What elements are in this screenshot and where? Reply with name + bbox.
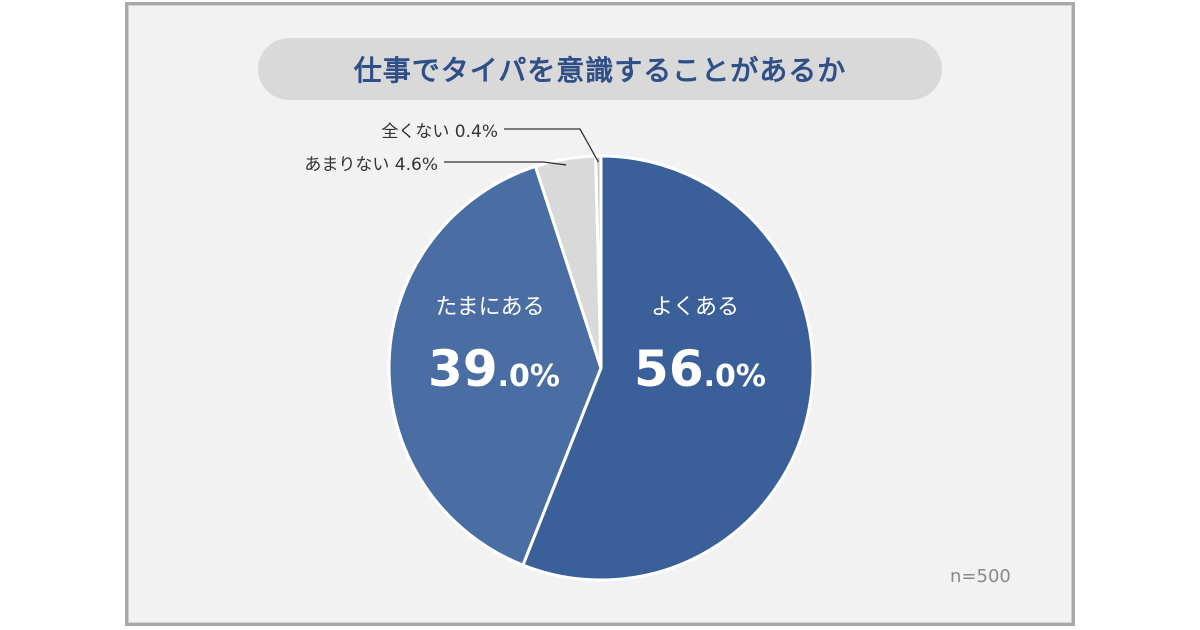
sample-size-note: n=500	[950, 566, 1011, 587]
slice-value-sometimes: 39.0%	[428, 340, 560, 398]
pie-slice-often	[521, 154, 815, 582]
slice-label-often: よくある	[651, 295, 739, 320]
slice-label-sometimes: たまにある	[435, 295, 544, 320]
callout-label-never: 全くない 0.4%	[381, 122, 498, 142]
chart-title: 仕事でタイパを意識することがあるか	[353, 54, 847, 87]
pie-slice-sometimes	[387, 164, 603, 567]
slice-value-often: 56.0%	[634, 340, 766, 398]
chart-title-pill: 仕事でタイパを意識することがあるか	[258, 38, 942, 100]
callout-line-never	[504, 128, 599, 163]
callout-label-rarely: あまりない 4.6%	[304, 155, 438, 175]
callout-line-rarely	[444, 161, 567, 166]
